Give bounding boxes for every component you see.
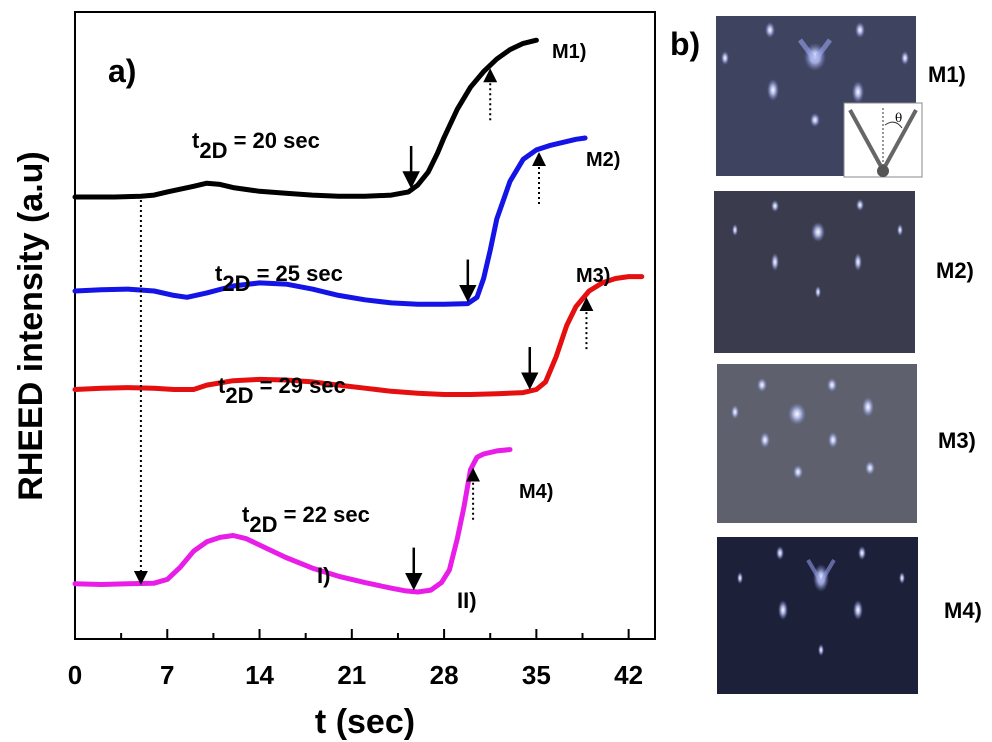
region-label-2: II): [457, 588, 477, 613]
plot-frame: [74, 11, 656, 640]
series-label-4: M4): [519, 481, 553, 503]
x-tick-label: 42: [614, 660, 643, 690]
x-tick-label: 14: [245, 660, 274, 690]
series-label-1: M1): [552, 41, 586, 63]
series-line-4: [72, 447, 513, 595]
image-label-m2: M2): [936, 258, 974, 283]
x-tick-label: 35: [522, 660, 551, 690]
image-label-m1: M1): [928, 62, 966, 87]
x-axis: 0 7 14 21 28 35 42: [68, 629, 643, 690]
region-label-1: I): [317, 563, 330, 588]
theta-symbol: θ: [895, 111, 902, 125]
rheed-image-m1: θ: [716, 16, 923, 178]
annotation-layer: M1) t2D = 20 sec M2) t2D = 25 sec M3) t2D = 2…: [133, 41, 620, 613]
series-line-1: [72, 37, 539, 200]
series-line-2: [72, 135, 588, 307]
x-tick-label: 21: [337, 660, 366, 690]
series-label-2: M2): [586, 149, 620, 171]
series-annotation-2: t2D = 25 sec: [215, 261, 343, 296]
geometry-inset: θ: [843, 102, 923, 178]
y-axis-label: RHEED intensity (a.u): [12, 151, 50, 500]
x-tick-label: 28: [430, 660, 459, 690]
x-tick-label: 7: [160, 660, 174, 690]
image-label-m4: M4): [944, 598, 982, 623]
panel-b-label: b): [670, 26, 700, 62]
series-label-3: M3): [576, 265, 610, 287]
series-annotation-3: t2D = 29 sec: [218, 373, 346, 408]
series-annotation-4: t2D = 22 sec: [242, 502, 370, 537]
rheed-image-m2: [714, 191, 915, 353]
image-label-m3: M3): [938, 428, 976, 453]
rheed-image-m3: [717, 364, 917, 523]
x-axis-label: t (sec): [315, 703, 415, 741]
series-annotation-1: t2D = 20 sec: [192, 128, 320, 163]
rheed-image-m4: [717, 537, 918, 694]
panel-a-label: a): [108, 53, 136, 89]
x-tick-label: 0: [68, 660, 82, 690]
